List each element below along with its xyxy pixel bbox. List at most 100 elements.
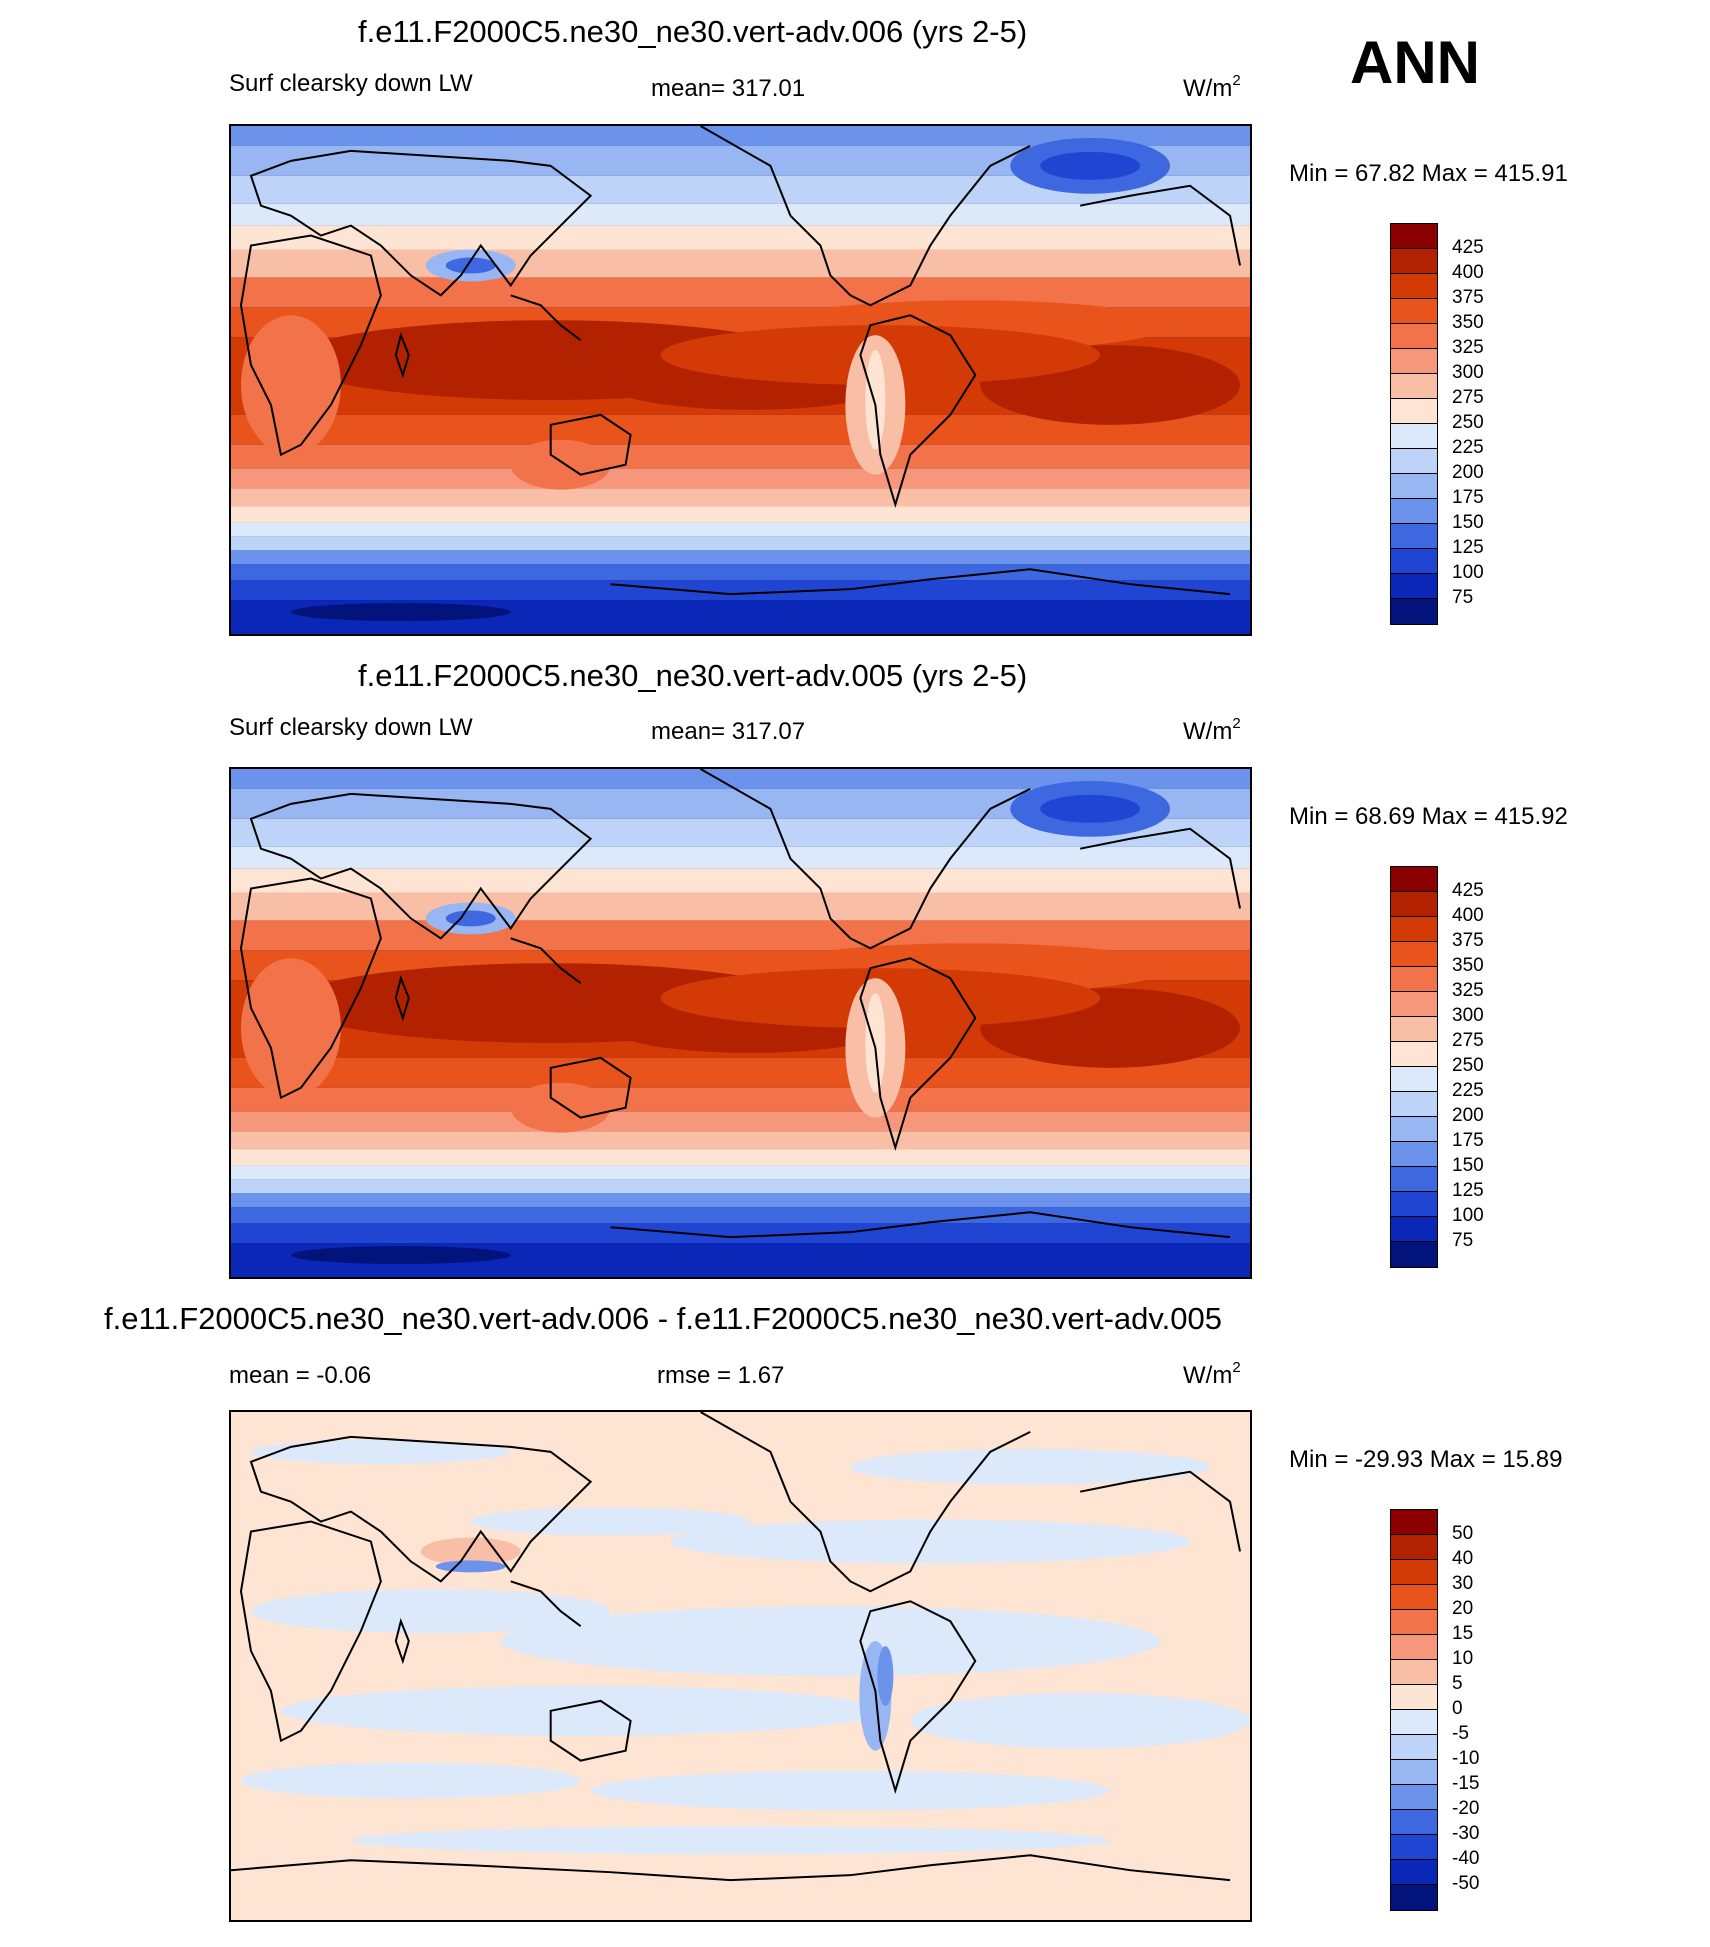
panel-2-title: f.e11.F2000C5.ne30_ne30.vert-adv.005 (yr… bbox=[358, 658, 1028, 693]
colorbar-tick-label: 225 bbox=[1452, 1080, 1484, 1101]
colorbar-swatch bbox=[1391, 1042, 1437, 1067]
panel-3-mean-label: mean = -0.06 bbox=[229, 1362, 372, 1389]
panel-1-mean-label: mean= 317.01 bbox=[651, 75, 806, 102]
colorbar-swatch bbox=[1391, 424, 1437, 449]
colorbar-tick-label: 350 bbox=[1452, 312, 1484, 333]
colorbar-tick-label: 5 bbox=[1452, 1673, 1463, 1694]
colorbar-swatch bbox=[1391, 1885, 1437, 1910]
colorbar-swatch bbox=[1391, 1810, 1437, 1835]
colorbar-swatch bbox=[1391, 1860, 1437, 1885]
colorbar-swatch bbox=[1391, 1585, 1437, 1610]
colorbar-tick-label: -40 bbox=[1452, 1848, 1480, 1869]
colorbar-swatch bbox=[1391, 1610, 1437, 1635]
panel-1-minmax: Min = 67.82 Max = 415.91 bbox=[1289, 160, 1568, 187]
panel-1-colorbar-swatches bbox=[1390, 223, 1438, 625]
colorbar-swatch bbox=[1391, 1535, 1437, 1560]
colorbar-tick-label: -5 bbox=[1452, 1723, 1469, 1744]
panel-2-minmax: Min = 68.69 Max = 415.92 bbox=[1289, 803, 1568, 830]
colorbar-swatch bbox=[1391, 1217, 1437, 1242]
colorbar-swatch bbox=[1391, 1142, 1437, 1167]
colorbar-swatch bbox=[1391, 474, 1437, 499]
colorbar-swatch bbox=[1391, 917, 1437, 942]
colorbar-tick-label: 425 bbox=[1452, 880, 1484, 901]
colorbar-swatch bbox=[1391, 224, 1437, 249]
colorbar-swatch bbox=[1391, 499, 1437, 524]
panel-3-colorbar-swatches bbox=[1390, 1509, 1438, 1911]
colorbar-tick-label: 125 bbox=[1452, 1180, 1484, 1201]
colorbar-tick-label: 150 bbox=[1452, 512, 1484, 533]
colorbar-swatch bbox=[1391, 249, 1437, 274]
colorbar-swatch bbox=[1391, 524, 1437, 549]
panel-1-units-label: W/m2 bbox=[1183, 72, 1241, 102]
colorbar-tick-label: 175 bbox=[1452, 1130, 1484, 1151]
colorbar-tick-label: 300 bbox=[1452, 362, 1484, 383]
colorbar-tick-label: 75 bbox=[1452, 587, 1474, 608]
colorbar-tick-label: 250 bbox=[1452, 412, 1484, 433]
colorbar-swatch bbox=[1391, 1660, 1437, 1685]
colorbar-swatch bbox=[1391, 374, 1437, 399]
colorbar-swatch bbox=[1391, 967, 1437, 992]
colorbar-tick-label: 300 bbox=[1452, 1005, 1484, 1026]
colorbar-swatch bbox=[1391, 1067, 1437, 1092]
colorbar-tick-label: 250 bbox=[1452, 1055, 1484, 1076]
colorbar-swatch bbox=[1391, 399, 1437, 424]
panel-2-variable-label: Surf clearsky down LW bbox=[229, 714, 473, 741]
colorbar-swatch bbox=[1391, 1167, 1437, 1192]
colorbar-tick-label: 325 bbox=[1452, 337, 1484, 358]
panel-1-variable-label: Surf clearsky down LW bbox=[229, 70, 473, 97]
colorbar-tick-label: 375 bbox=[1452, 930, 1484, 951]
colorbar-tick-label: 225 bbox=[1452, 437, 1484, 458]
colorbar-swatch bbox=[1391, 1710, 1437, 1735]
colorbar-swatch bbox=[1391, 1785, 1437, 1810]
colorbar-swatch bbox=[1391, 1560, 1437, 1585]
colorbar-swatch bbox=[1391, 574, 1437, 599]
panel-1-title: f.e11.F2000C5.ne30_ne30.vert-adv.006 (yr… bbox=[358, 14, 1028, 49]
colorbar-tick-label: -10 bbox=[1452, 1748, 1480, 1769]
colorbar-tick-label: 75 bbox=[1452, 1230, 1474, 1251]
colorbar-swatch bbox=[1391, 449, 1437, 474]
panel-3-map bbox=[229, 1410, 1252, 1922]
colorbar-tick-label: -50 bbox=[1452, 1873, 1480, 1894]
colorbar-tick-label: 40 bbox=[1452, 1548, 1474, 1569]
colorbar-tick-label: 150 bbox=[1452, 1155, 1484, 1176]
colorbar-tick-label: 175 bbox=[1452, 487, 1484, 508]
colorbar-tick-label: 100 bbox=[1452, 562, 1484, 583]
colorbar-tick-label: 125 bbox=[1452, 537, 1484, 558]
colorbar-tick-label: 375 bbox=[1452, 287, 1484, 308]
colorbar-swatch bbox=[1391, 1760, 1437, 1785]
colorbar-tick-label: 100 bbox=[1452, 1205, 1484, 1226]
colorbar-tick-label: 10 bbox=[1452, 1648, 1474, 1669]
colorbar-swatch bbox=[1391, 549, 1437, 574]
colorbar-swatch bbox=[1391, 992, 1437, 1017]
colorbar-tick-label: 275 bbox=[1452, 1030, 1484, 1051]
colorbar-tick-label: 30 bbox=[1452, 1573, 1474, 1594]
colorbar-tick-label: 400 bbox=[1452, 905, 1484, 926]
colorbar-tick-label: 425 bbox=[1452, 237, 1484, 258]
colorbar-tick-label: 200 bbox=[1452, 1105, 1484, 1126]
panel-2-map bbox=[229, 767, 1252, 1279]
colorbar-swatch bbox=[1391, 1192, 1437, 1217]
colorbar-swatch bbox=[1391, 1242, 1437, 1267]
colorbar-swatch bbox=[1391, 1735, 1437, 1760]
colorbar-swatch bbox=[1391, 599, 1437, 624]
colorbar-tick-label: 325 bbox=[1452, 980, 1484, 1001]
colorbar-swatch bbox=[1391, 1510, 1437, 1535]
colorbar-tick-label: 0 bbox=[1452, 1698, 1463, 1719]
colorbar-tick-label: 275 bbox=[1452, 387, 1484, 408]
panel-1-map bbox=[229, 124, 1252, 636]
season-label: ANN bbox=[1350, 29, 1480, 96]
colorbar-swatch bbox=[1391, 1017, 1437, 1042]
colorbar-tick-label: -30 bbox=[1452, 1823, 1480, 1844]
colorbar-swatch bbox=[1391, 349, 1437, 374]
colorbar-swatch bbox=[1391, 867, 1437, 892]
colorbar-tick-label: 15 bbox=[1452, 1623, 1474, 1644]
colorbar-swatch bbox=[1391, 1635, 1437, 1660]
colorbar-swatch bbox=[1391, 299, 1437, 324]
colorbar-swatch bbox=[1391, 1117, 1437, 1142]
colorbar-swatch bbox=[1391, 942, 1437, 967]
colorbar-swatch bbox=[1391, 324, 1437, 349]
colorbar-tick-label: 350 bbox=[1452, 955, 1484, 976]
colorbar-swatch bbox=[1391, 1092, 1437, 1117]
colorbar-tick-label: 400 bbox=[1452, 262, 1484, 283]
panel-3-units-label: W/m2 bbox=[1183, 1359, 1241, 1389]
